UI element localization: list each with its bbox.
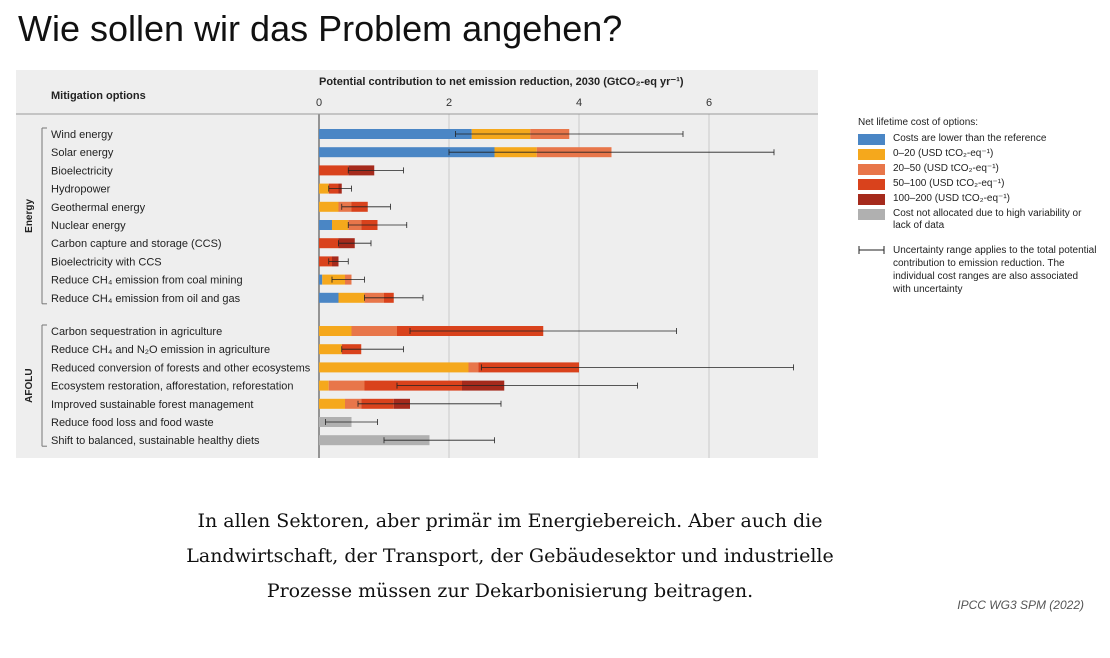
group-label: Energy — [24, 199, 35, 233]
legend-item-lower: Costs are lower than the reference — [858, 133, 1098, 145]
bar-segment-c50_100 — [319, 238, 339, 249]
bar-segment-lower — [319, 220, 332, 230]
option-label: Reduce CH₄ and N₂O emission in agricultu… — [51, 344, 270, 356]
legend-label: 20–50 (USD tCO₂-eq⁻¹) — [893, 163, 999, 174]
option-label: Shift to balanced, sustainable healthy d… — [51, 435, 260, 447]
bar-segment-c0_20 — [338, 292, 365, 303]
option-label: Reduced conversion of forests and other … — [51, 362, 311, 374]
x-tick-label: 2 — [446, 97, 452, 109]
caption-line: Landwirtschaft, der Transport, der Gebäu… — [186, 545, 834, 567]
bar-segment-c0_20 — [319, 344, 342, 355]
option-label: Ecosystem restoration, afforestation, re… — [51, 381, 294, 393]
option-label: Reduce CH₄ emission from coal mining — [51, 275, 243, 287]
legend: Net lifetime cost of options: Costs are … — [858, 117, 1098, 296]
option-label: Reduce CH₄ emission from oil and gas — [51, 293, 241, 305]
legend-label: Costs are lower than the reference — [893, 133, 1047, 144]
bar-segment-lower — [319, 292, 339, 303]
legend-item-na: Cost not allocated due to high variabili… — [858, 208, 1098, 232]
option-label: Hydropower — [51, 184, 111, 196]
option-label: Nuclear energy — [51, 220, 126, 232]
option-label: Wind energy — [51, 129, 113, 141]
legend-swatch — [858, 149, 885, 160]
caption-line: In allen Sektoren, aber primär im Energi… — [197, 510, 823, 532]
bar-segment-c50_100 — [319, 256, 332, 267]
legend-swatch — [858, 134, 885, 145]
uncertainty-label: Uncertainty range applies to the total p… — [893, 245, 1097, 295]
legend-swatch — [858, 179, 885, 190]
mitigation-chart: Potential contribution to net emission r… — [16, 70, 818, 458]
bar-segment-lower — [319, 274, 323, 285]
legend-label: 100–200 (USD tCO₂-eq⁻¹) — [893, 193, 1010, 204]
bar-segment-c0_20 — [319, 380, 329, 391]
legend-item-c0_20: 0–20 (USD tCO₂-eq⁻¹) — [858, 148, 1098, 160]
bar-segment-c50_100 — [319, 165, 349, 176]
option-label: Reduce food loss and food waste — [51, 417, 214, 429]
option-label: Bioelectricity with CCS — [51, 256, 162, 268]
option-label: Geothermal energy — [51, 202, 146, 214]
option-label: Solar energy — [51, 147, 114, 159]
bar-segment-c20_50 — [345, 398, 362, 409]
bar-segment-c0_20 — [319, 201, 339, 212]
category-header: Mitigation options — [51, 90, 146, 102]
bar-segment-lower — [319, 129, 472, 139]
bar-segment-c20_50 — [468, 362, 479, 373]
uncertainty-icon — [858, 246, 885, 254]
legend-label: 50–100 (USD tCO₂-eq⁻¹) — [893, 178, 1005, 189]
chart-title: Potential contribution to net emission r… — [319, 76, 684, 88]
bar-segment-c0_20 — [319, 183, 329, 194]
legend-swatch — [858, 164, 885, 175]
slide-caption: In allen Sektoren, aber primär im Energi… — [60, 504, 960, 609]
legend-item-c20_50: 20–50 (USD tCO₂-eq⁻¹) — [858, 163, 1098, 175]
legend-item-c50_100: 50–100 (USD tCO₂-eq⁻¹) — [858, 178, 1098, 190]
group-label: AFOLU — [24, 368, 35, 402]
legend-swatch — [858, 194, 885, 205]
option-label: Bioelectricity — [51, 165, 113, 177]
caption-line: Prozesse müssen zur Dekarbonisierung bei… — [266, 580, 754, 602]
legend-items: Costs are lower than the reference 0–20 (… — [858, 133, 1098, 232]
bar-segment-lower — [319, 147, 495, 158]
x-tick-label: 0 — [316, 97, 322, 109]
bar-segment-c0_20 — [319, 398, 345, 409]
legend-item-c100_200: 100–200 (USD tCO₂-eq⁻¹) — [858, 193, 1098, 205]
source-citation: IPCC WG3 SPM (2022) — [957, 598, 1084, 612]
option-label: Carbon capture and storage (CCS) — [51, 238, 222, 250]
legend-label: Cost not allocated due to high variabili… — [893, 208, 1082, 231]
option-label: Carbon sequestration in agriculture — [51, 326, 222, 338]
bar-segment-c20_50 — [351, 326, 397, 336]
bar-segment-c0_20 — [332, 220, 349, 230]
legend-title: Net lifetime cost of options: — [858, 117, 979, 128]
x-tick-label: 6 — [706, 97, 712, 109]
x-tick-label: 4 — [576, 97, 582, 109]
legend-label: 0–20 (USD tCO₂-eq⁻¹) — [893, 148, 994, 159]
bar-segment-na — [319, 435, 430, 446]
bar-segment-c20_50 — [328, 380, 365, 391]
bar-segment-c0_20 — [319, 326, 352, 336]
option-label: Improved sustainable forest management — [51, 399, 253, 411]
slide-title: Wie sollen wir das Problem angehen? — [18, 8, 623, 49]
chart-svg: Potential contribution to net emission r… — [16, 76, 818, 458]
bar-segment-c0_20 — [319, 362, 469, 373]
legend-swatch — [858, 209, 885, 220]
legend-uncertainty: Uncertainty range applies to the total p… — [858, 244, 1098, 296]
